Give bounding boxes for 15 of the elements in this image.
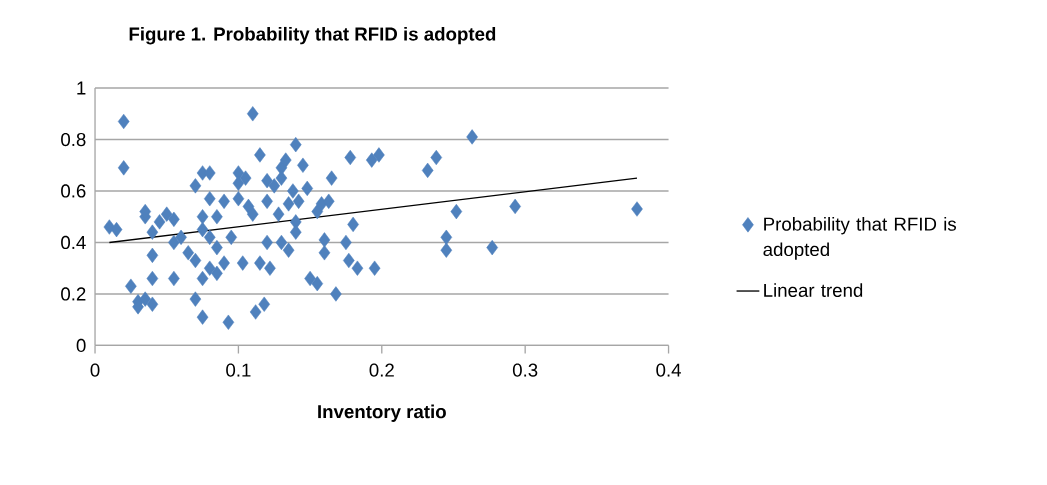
- x-tick-label: 0.2: [369, 363, 394, 377]
- y-tick-label: 0.2: [61, 287, 86, 301]
- x-tick-label: 0.4: [656, 363, 681, 377]
- chart-title: Figure 1. Probability that RFID is adopted: [129, 26, 496, 45]
- y-tick-label: 0: [76, 338, 86, 352]
- legend-label: Linear trend: [764, 283, 863, 297]
- y-tick-label: 1: [77, 81, 86, 95]
- x-tick-label: 0.3: [512, 363, 538, 377]
- y-tick-label: 0.6: [61, 184, 86, 198]
- y-tick-label: 0.8: [61, 132, 86, 146]
- x-axis-title: Inventory ratio: [318, 404, 446, 422]
- x-tick-label: 0: [90, 363, 100, 377]
- x-tick-label: 0.1: [226, 363, 251, 377]
- y-tick-label: 0.4: [61, 235, 86, 249]
- legend-label: Probability that RFID is adopted: [763, 216, 957, 260]
